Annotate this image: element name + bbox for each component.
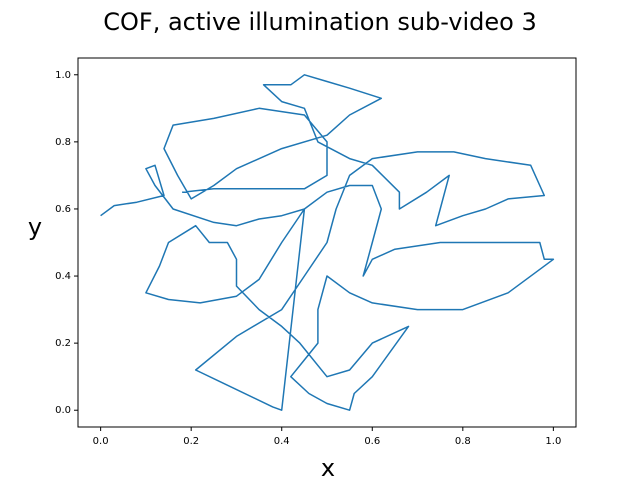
x-tick-label: 0.4 xyxy=(274,436,290,447)
trajectory-line xyxy=(100,74,555,411)
plot-frame xyxy=(77,57,577,428)
x-axis-label: x xyxy=(321,454,335,480)
y-tick-label: 1.0 xyxy=(55,70,71,81)
y-tick-label: 0.2 xyxy=(55,338,71,349)
y-tick-label: 0.0 xyxy=(55,405,71,416)
y-axis-label: y xyxy=(28,213,42,241)
x-tick-label: 0.8 xyxy=(455,436,471,447)
y-tick-label: 0.8 xyxy=(55,137,71,148)
x-tick-label: 0.2 xyxy=(183,436,199,447)
x-tick-label: 0.6 xyxy=(364,436,380,447)
x-tick-label: 0.0 xyxy=(93,436,109,447)
x-tick-label: 1.0 xyxy=(545,436,561,447)
chart-title: COF, active illumination sub-video 3 xyxy=(103,8,537,36)
y-tick-label: 0.4 xyxy=(55,271,71,282)
y-tick-label: 0.6 xyxy=(55,204,71,215)
